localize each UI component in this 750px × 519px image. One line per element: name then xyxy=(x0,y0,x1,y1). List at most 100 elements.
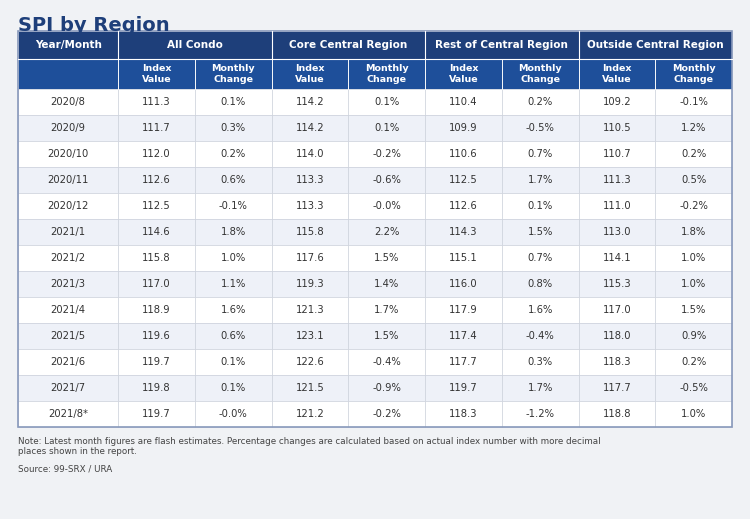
Text: Index
Value: Index Value xyxy=(448,64,478,84)
Text: 1.4%: 1.4% xyxy=(374,279,400,289)
Bar xyxy=(118,31,272,59)
Bar xyxy=(195,245,272,271)
Bar xyxy=(195,89,272,115)
Text: 118.8: 118.8 xyxy=(603,409,632,419)
Text: -0.4%: -0.4% xyxy=(526,331,554,341)
Bar xyxy=(425,59,502,89)
Text: 0.6%: 0.6% xyxy=(220,331,246,341)
Text: 2020/11: 2020/11 xyxy=(47,175,88,185)
Text: 117.0: 117.0 xyxy=(142,279,171,289)
Text: 109.2: 109.2 xyxy=(602,97,632,107)
Bar xyxy=(18,245,118,271)
Text: Note: Latest month figures are flash estimates. Percentage changes are calculate: Note: Latest month figures are flash est… xyxy=(18,437,601,456)
Bar xyxy=(18,31,732,427)
Text: -0.0%: -0.0% xyxy=(373,201,401,211)
Bar xyxy=(502,89,578,115)
Text: Index
Value: Index Value xyxy=(602,64,632,84)
Text: 2021/8*: 2021/8* xyxy=(48,409,88,419)
Text: 2021/7: 2021/7 xyxy=(50,383,86,393)
Bar xyxy=(272,297,349,323)
Bar xyxy=(578,245,656,271)
Bar xyxy=(425,193,502,219)
Text: 0.9%: 0.9% xyxy=(681,331,706,341)
Bar xyxy=(425,349,502,375)
Text: 115.3: 115.3 xyxy=(602,279,632,289)
Text: 0.1%: 0.1% xyxy=(527,201,553,211)
Bar xyxy=(118,401,195,427)
Text: Year/Month: Year/Month xyxy=(34,40,101,50)
Text: 2021/1: 2021/1 xyxy=(50,227,86,237)
Text: Source: 99-SRX / URA: Source: 99-SRX / URA xyxy=(18,465,112,474)
Bar xyxy=(349,297,425,323)
Bar xyxy=(502,323,578,349)
Text: 117.9: 117.9 xyxy=(449,305,478,315)
Text: -0.1%: -0.1% xyxy=(219,201,248,211)
Text: All Condo: All Condo xyxy=(167,40,223,50)
Text: 0.1%: 0.1% xyxy=(374,123,400,133)
Text: -0.1%: -0.1% xyxy=(680,97,708,107)
Bar xyxy=(118,219,195,245)
Bar xyxy=(656,219,732,245)
Bar xyxy=(272,167,349,193)
Bar xyxy=(195,115,272,141)
Bar xyxy=(272,349,349,375)
Text: 115.1: 115.1 xyxy=(449,253,478,263)
Text: 114.1: 114.1 xyxy=(602,253,632,263)
Bar xyxy=(578,59,656,89)
Bar xyxy=(349,167,425,193)
Text: 114.0: 114.0 xyxy=(296,149,324,159)
Bar xyxy=(349,323,425,349)
Text: 0.2%: 0.2% xyxy=(220,149,246,159)
Bar xyxy=(195,297,272,323)
Text: 0.2%: 0.2% xyxy=(527,97,553,107)
Bar xyxy=(349,193,425,219)
Bar xyxy=(425,245,502,271)
Bar xyxy=(656,167,732,193)
Bar xyxy=(18,193,118,219)
Text: 0.1%: 0.1% xyxy=(220,383,246,393)
Text: Monthly
Change: Monthly Change xyxy=(672,64,716,84)
Bar xyxy=(195,271,272,297)
Bar xyxy=(578,31,732,59)
Bar xyxy=(118,245,195,271)
Text: 1.6%: 1.6% xyxy=(220,305,246,315)
Text: 113.0: 113.0 xyxy=(603,227,632,237)
Text: -1.2%: -1.2% xyxy=(526,409,555,419)
Text: 117.4: 117.4 xyxy=(449,331,478,341)
Text: 0.2%: 0.2% xyxy=(681,149,706,159)
Text: 117.7: 117.7 xyxy=(449,357,478,367)
Bar xyxy=(272,219,349,245)
Bar xyxy=(502,167,578,193)
Text: 116.0: 116.0 xyxy=(449,279,478,289)
Bar xyxy=(425,167,502,193)
Text: 1.8%: 1.8% xyxy=(681,227,706,237)
Bar xyxy=(272,401,349,427)
Bar xyxy=(578,167,656,193)
Bar xyxy=(349,245,425,271)
Text: 121.2: 121.2 xyxy=(296,409,325,419)
Bar xyxy=(18,219,118,245)
Text: 121.5: 121.5 xyxy=(296,383,325,393)
Bar xyxy=(425,375,502,401)
Text: -0.2%: -0.2% xyxy=(372,409,401,419)
Text: 110.6: 110.6 xyxy=(449,149,478,159)
Bar xyxy=(502,115,578,141)
Text: 114.3: 114.3 xyxy=(449,227,478,237)
Bar xyxy=(656,245,732,271)
Text: 2.2%: 2.2% xyxy=(374,227,400,237)
Text: -0.6%: -0.6% xyxy=(372,175,401,185)
Bar xyxy=(118,59,195,89)
Text: 1.0%: 1.0% xyxy=(681,253,706,263)
Bar xyxy=(425,323,502,349)
Text: -0.9%: -0.9% xyxy=(372,383,401,393)
Text: 121.3: 121.3 xyxy=(296,305,324,315)
Bar xyxy=(272,271,349,297)
Bar xyxy=(195,167,272,193)
Text: 114.2: 114.2 xyxy=(296,123,324,133)
Text: 2020/8: 2020/8 xyxy=(51,97,86,107)
Text: -0.2%: -0.2% xyxy=(680,201,708,211)
Text: 2020/10: 2020/10 xyxy=(47,149,88,159)
Text: -0.2%: -0.2% xyxy=(372,149,401,159)
Text: 1.5%: 1.5% xyxy=(527,227,553,237)
Bar xyxy=(18,271,118,297)
